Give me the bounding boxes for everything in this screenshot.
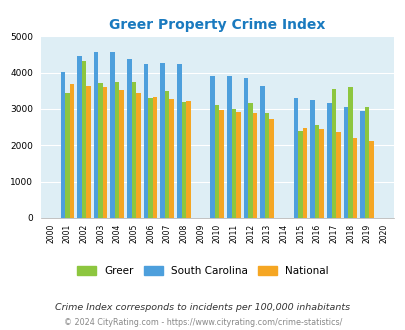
Bar [177,64,181,218]
Bar [69,84,74,218]
Bar [248,104,252,218]
Bar [169,99,174,218]
Bar [326,103,331,218]
Text: © 2024 CityRating.com - https://www.cityrating.com/crime-statistics/: © 2024 CityRating.com - https://www.city… [64,318,341,327]
Bar [369,141,373,218]
Bar [131,82,136,218]
Bar [160,63,164,218]
Bar [94,52,98,218]
Title: Greer Property Crime Index: Greer Property Crime Index [109,18,324,32]
Bar [214,105,219,218]
Bar [231,109,236,218]
Bar [310,100,314,218]
Bar [115,82,119,218]
Bar [152,97,157,218]
Legend: Greer, South Carolina, National: Greer, South Carolina, National [72,262,333,280]
Bar [60,72,65,218]
Bar [319,128,323,218]
Bar [219,110,224,218]
Bar [302,128,307,218]
Bar [252,113,257,218]
Bar [102,87,107,218]
Bar [360,111,364,218]
Bar [343,107,347,218]
Bar [243,78,248,218]
Bar [110,52,115,218]
Bar [264,113,269,218]
Bar [98,83,102,218]
Bar [119,90,124,218]
Bar [352,138,356,218]
Bar [364,107,369,218]
Bar [136,93,140,218]
Bar [298,131,302,218]
Bar [86,86,90,218]
Bar [164,91,169,218]
Bar [77,55,81,218]
Bar [81,61,86,218]
Bar [181,102,185,218]
Bar [293,98,298,218]
Bar [185,101,190,218]
Bar [65,92,69,218]
Bar [148,98,152,218]
Bar [314,125,319,218]
Bar [347,87,352,218]
Bar [269,119,273,218]
Bar [260,86,264,218]
Bar [331,89,335,218]
Bar [226,76,231,218]
Bar [210,76,214,218]
Bar [335,132,340,218]
Bar [127,59,131,218]
Bar [236,112,240,218]
Bar [143,63,148,218]
Text: Crime Index corresponds to incidents per 100,000 inhabitants: Crime Index corresponds to incidents per… [55,303,350,312]
